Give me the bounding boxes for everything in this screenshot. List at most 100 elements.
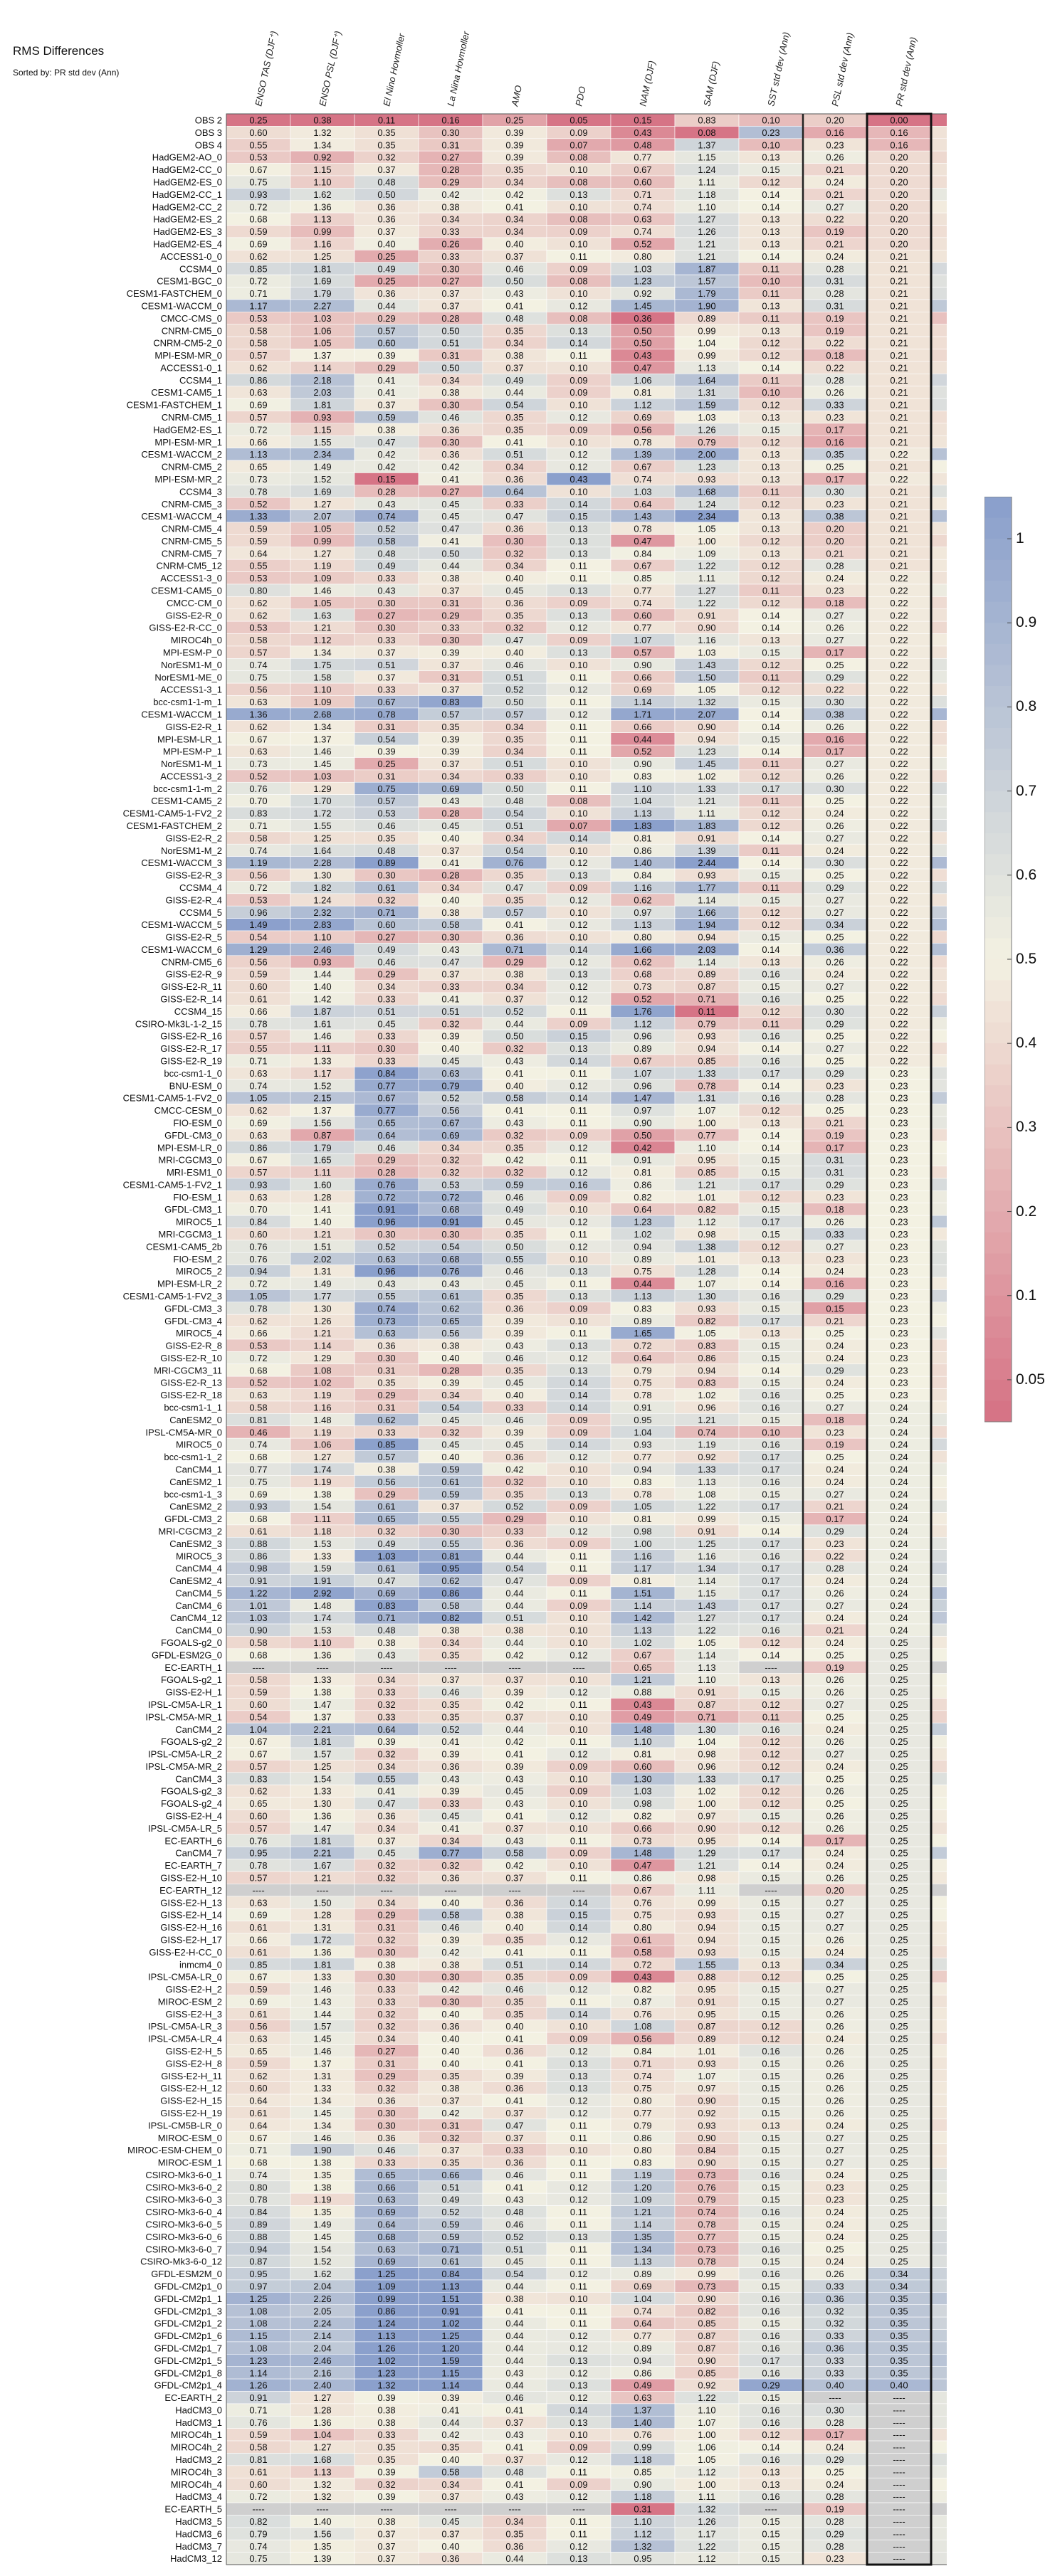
cell-value: 1.79 xyxy=(313,288,331,299)
heatmap-cell xyxy=(930,806,947,820)
cell-value: 0.26 xyxy=(826,2083,844,2094)
cell-value: 0.64 xyxy=(634,2318,651,2329)
cell-value: 1.69 xyxy=(313,276,331,287)
cell-value: 0.72 xyxy=(441,1192,459,1203)
cell-value: 0.15 xyxy=(762,2096,779,2106)
cell-value: 0.36 xyxy=(826,944,844,955)
cell-value: 0.73 xyxy=(698,2170,715,2180)
heatmap-cell xyxy=(930,1797,947,1810)
cell-value: 0.25 xyxy=(890,1699,908,1710)
heatmap-cell xyxy=(930,918,947,931)
heatmap-cell xyxy=(930,2032,947,2045)
cell-value: 0.64 xyxy=(377,2219,395,2230)
cell-value: 0.12 xyxy=(762,1798,779,1809)
row-label: IPSL-CM5A-MR_1 xyxy=(145,1711,222,1722)
cell-value: 0.71 xyxy=(249,2145,267,2155)
cell-value: 0.15 xyxy=(762,1984,779,1995)
cell-value: 0.47 xyxy=(634,1860,651,1871)
cell-value: 1.14 xyxy=(698,1649,715,1660)
cell-value: 0.21 xyxy=(890,400,908,411)
cell-value: 0.13 xyxy=(569,1341,587,1351)
cell-value: 1.23 xyxy=(377,2368,395,2378)
cell-value: 0.43 xyxy=(441,796,459,806)
cell-value: 0.11 xyxy=(570,1328,587,1339)
cell-value: 0.34 xyxy=(377,1897,395,1908)
cell-value: 0.83 xyxy=(634,2158,651,2168)
cell-value: 0.52 xyxy=(377,524,395,534)
cell-value: 0.46 xyxy=(505,1353,523,1363)
cell-value: 0.23 xyxy=(890,1179,908,1190)
cell-value: 0.16 xyxy=(762,1031,779,1042)
cell-value: 1.40 xyxy=(313,981,331,992)
row-label: GFDL-CM2p1_0 xyxy=(154,2281,222,2292)
row-label: CCSM4_0 xyxy=(179,263,222,274)
cell-value: 0.65 xyxy=(249,2046,267,2057)
cell-value: 0.42 xyxy=(505,189,523,200)
row-label: MPI-ESM-P_1 xyxy=(163,746,222,757)
cell-value: 0.37 xyxy=(505,1674,523,1685)
cell-value: 1.70 xyxy=(313,796,331,806)
cell-value: 0.97 xyxy=(249,2281,267,2292)
cell-value: 0.17 xyxy=(826,746,844,757)
cell-value: 1.18 xyxy=(698,189,715,200)
row-label: ACCESS1-3_1 xyxy=(160,685,222,695)
cell-value: 0.52 xyxy=(249,1378,267,1388)
cell-value: 0.54 xyxy=(505,2269,523,2279)
cell-value: 1.32 xyxy=(698,697,715,707)
cell-value: 0.41 xyxy=(377,387,395,398)
cell-value: 0.16 xyxy=(762,2306,779,2316)
cell-value: 0.09 xyxy=(569,375,587,386)
row-label: NorESM1-M_2 xyxy=(161,845,222,856)
cell-value: 1.30 xyxy=(313,870,331,881)
cell-value: 0.26 xyxy=(826,722,844,732)
cell-value: 0.35 xyxy=(505,164,523,175)
cell-value: 0.29 xyxy=(377,1910,395,1921)
cell-value: 1.53 xyxy=(313,1538,331,1549)
cell-value: ---- xyxy=(893,2504,905,2515)
cell-value: 0.69 xyxy=(634,2281,651,2292)
cell-value: 0.89 xyxy=(698,969,715,980)
cell-value: 0.83 xyxy=(441,697,459,707)
cell-value: 0.10 xyxy=(569,486,587,497)
cell-value: 0.69 xyxy=(249,1117,267,1128)
cell-value: 0.48 xyxy=(377,845,395,856)
cell-value: 1.12 xyxy=(634,400,651,411)
cell-value: 1.12 xyxy=(698,2466,715,2477)
cell-value: 0.17 xyxy=(762,1575,779,1586)
cell-value: 0.36 xyxy=(441,2553,459,2564)
cell-value: 1.27 xyxy=(313,499,331,510)
heatmap-cell xyxy=(930,1437,947,1451)
cell-value: 0.32 xyxy=(505,1130,523,1141)
cell-value: 2.68 xyxy=(313,709,331,719)
heatmap-cell xyxy=(930,1760,947,1773)
cell-value: 0.36 xyxy=(634,313,651,324)
cell-value: 0.24 xyxy=(890,1489,908,1499)
cell-value: 0.15 xyxy=(377,474,395,485)
cell-value: 1.05 xyxy=(634,1501,651,1512)
cell-value: 1.57 xyxy=(313,1749,331,1760)
cell-value: 0.87 xyxy=(698,2021,715,2032)
cell-value: 1.21 xyxy=(698,796,715,806)
cell-value: 0.21 xyxy=(890,300,908,311)
cell-value: 0.34 xyxy=(441,214,459,225)
cell-value: 0.27 xyxy=(826,2133,844,2143)
cell-value: 0.82 xyxy=(698,2306,715,2316)
cell-value: 0.40 xyxy=(505,239,523,250)
row-label: CNRM-CM5_1 xyxy=(162,412,222,423)
cell-value: 0.10 xyxy=(569,400,587,411)
cell-value: 0.14 xyxy=(569,499,587,510)
cell-value: 1.36 xyxy=(313,201,331,212)
cell-value: 0.25 xyxy=(890,2096,908,2106)
heatmap-cell xyxy=(930,559,947,572)
heatmap-cell xyxy=(930,967,947,981)
cell-value: 0.25 xyxy=(826,462,844,473)
colorbar-segment xyxy=(984,749,1012,771)
cell-value: 0.15 xyxy=(762,1303,779,1314)
cell-value: 0.24 xyxy=(890,1440,908,1450)
row-label: IPSL-CM5A-MR_2 xyxy=(145,1761,222,1772)
cell-value: 0.97 xyxy=(698,2083,715,2094)
row-label: CNRM-CM5_6 xyxy=(162,956,222,967)
cell-value: 0.82 xyxy=(441,1612,459,1623)
cell-value: 0.54 xyxy=(505,845,523,856)
cell-value: 0.28 xyxy=(826,1093,844,1104)
